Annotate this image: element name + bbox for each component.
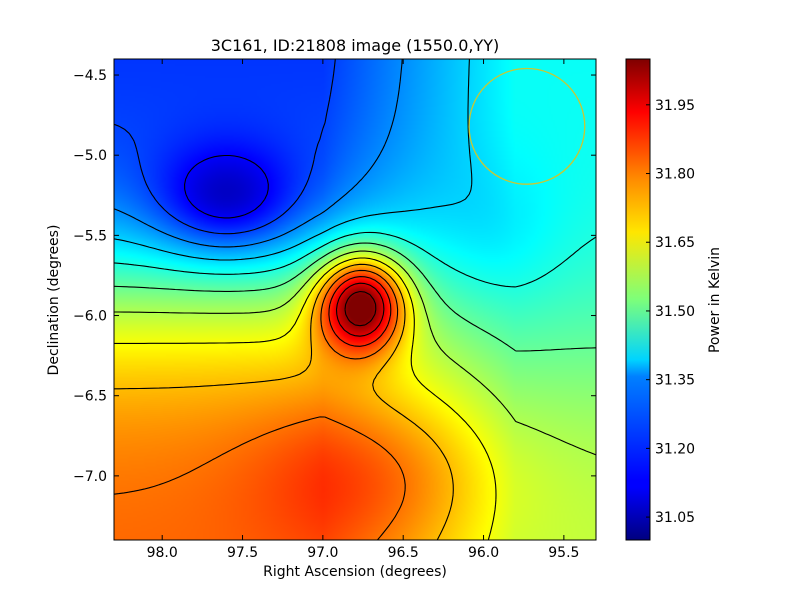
y-tick-label: −4.5 (73, 68, 107, 84)
colorbar-frame (625, 58, 651, 541)
y-tick-label: −5.5 (73, 228, 107, 244)
contour-line (114, 59, 403, 248)
colorbar-tick-label: 31.95 (655, 98, 695, 114)
x-tick-label: 95.5 (548, 545, 579, 561)
x-axis: 98.0 97.5 97.0 96.5 96.0 95.5 (147, 59, 579, 561)
chart-title: 3C161, ID:21808 image (1550.0,YY) (211, 36, 500, 55)
contour-line (114, 263, 454, 540)
colorbar-label: Power in Kelvin (707, 247, 723, 353)
colorbar-tick-label: 31.35 (655, 373, 695, 389)
y-axis: −4.5 −5.0 −5.5 −6.0 −6.5 −7.0 (73, 68, 596, 485)
contour-line (114, 59, 473, 261)
colorbar-tick-label: 31.50 (655, 304, 695, 320)
plot-frame (113, 58, 597, 541)
contour-line (114, 269, 406, 540)
contour-line (335, 282, 385, 337)
heatmap-image (114, 59, 596, 540)
y-tick-label: −6.5 (73, 389, 107, 405)
contour-line (184, 154, 269, 219)
y-tick-label: −5.0 (73, 148, 107, 164)
x-tick-label: 97.0 (307, 545, 338, 561)
colorbar-tick-label: 31.20 (655, 441, 695, 457)
contour-lines (114, 59, 596, 540)
x-tick-label: 96.5 (388, 545, 419, 561)
x-tick-label: 96.0 (468, 545, 499, 561)
colorbar-gradient (626, 59, 650, 540)
y-tick-label: −7.0 (73, 469, 107, 485)
colorbar-tick-label: 31.05 (655, 510, 695, 526)
colorbar-tick-label: 31.65 (655, 235, 695, 251)
contour-line (114, 250, 596, 456)
beam-circle (468, 67, 586, 185)
contour-line (114, 257, 497, 540)
x-tick-label: 98.0 (147, 545, 178, 561)
colorbar: 31.05 31.20 31.35 31.50 31.65 31.80 31.95 Powe… (625, 58, 723, 541)
colorbar-ticks: 31.05 31.20 31.35 31.50 31.65 31.80 31.95 (646, 98, 695, 526)
x-tick-label: 97.5 (227, 545, 258, 561)
x-axis-label: Right Ascension (degrees) (263, 564, 447, 580)
plot-area (113, 58, 597, 541)
y-axis-label: Declination (degrees) (46, 225, 62, 376)
contour-line (328, 276, 392, 347)
contour-line (114, 242, 596, 352)
contour-line (344, 290, 377, 327)
contour-line (114, 59, 336, 235)
colorbar-tick-label: 31.80 (655, 167, 695, 183)
contour-line (114, 231, 596, 288)
y-tick-label: −6.0 (73, 309, 107, 325)
